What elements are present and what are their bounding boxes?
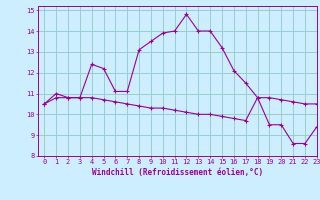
X-axis label: Windchill (Refroidissement éolien,°C): Windchill (Refroidissement éolien,°C) [92, 168, 263, 177]
